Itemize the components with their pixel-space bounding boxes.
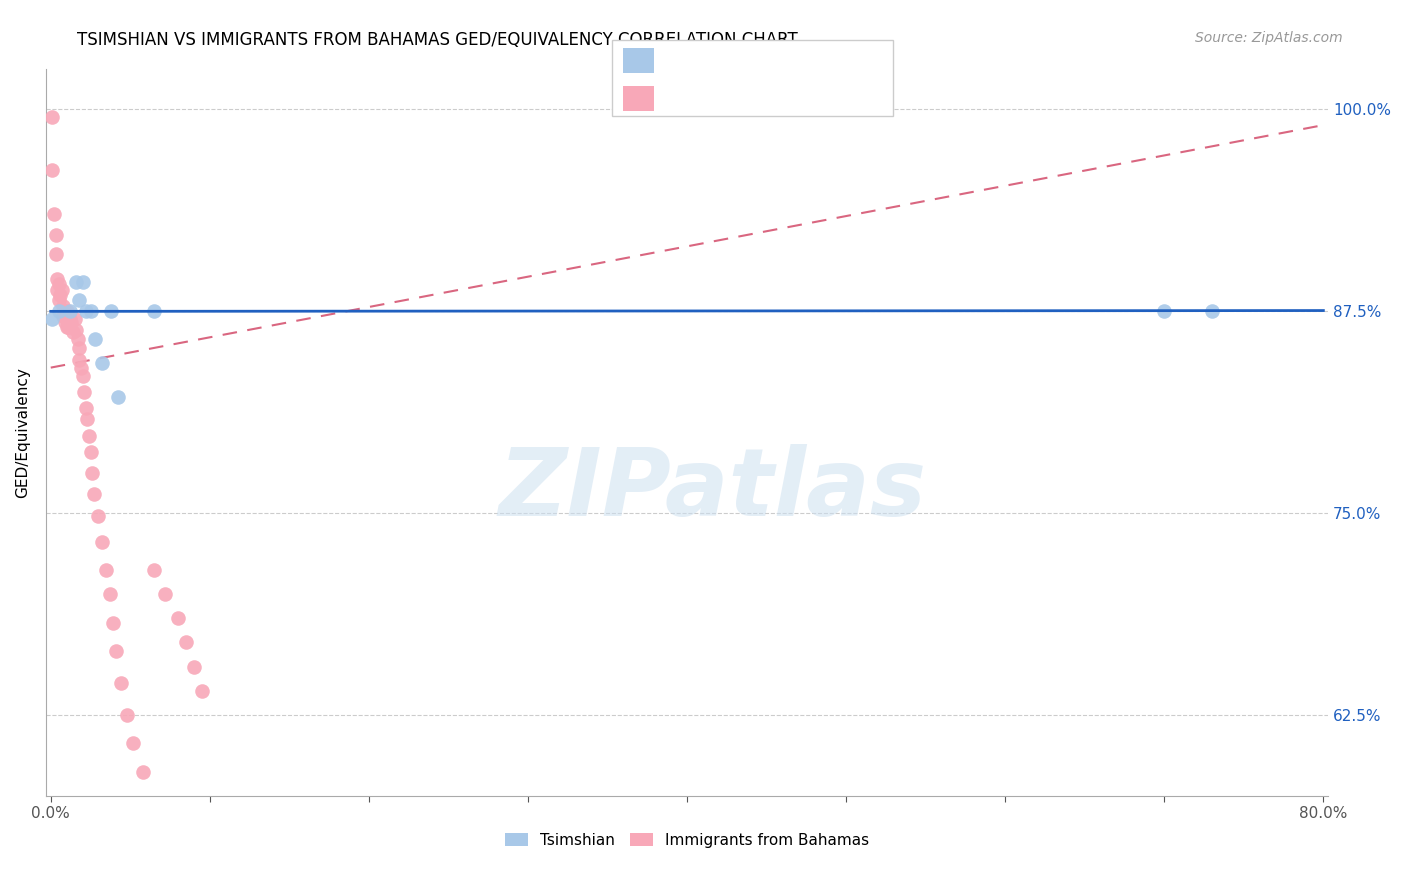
- Text: ZIPatlas: ZIPatlas: [499, 444, 927, 536]
- Text: TSIMSHIAN VS IMMIGRANTS FROM BAHAMAS GED/EQUIVALENCY CORRELATION CHART: TSIMSHIAN VS IMMIGRANTS FROM BAHAMAS GED…: [77, 31, 799, 49]
- Point: [115, 708, 138, 723]
- Point: [41, 163, 63, 178]
- Point: [60, 315, 83, 329]
- Point: [75, 401, 97, 415]
- Point: [82, 466, 104, 480]
- Point: [44, 228, 66, 243]
- Point: [87, 509, 110, 524]
- Point: [84, 332, 107, 346]
- Point: [42, 207, 65, 221]
- Point: [90, 535, 112, 549]
- Point: [65, 275, 87, 289]
- Point: [46, 283, 69, 297]
- Point: [52, 299, 75, 313]
- Point: [59, 304, 82, 318]
- Legend: Tsimshian, Immigrants from Bahamas: Tsimshian, Immigrants from Bahamas: [499, 827, 876, 854]
- Point: [41, 312, 63, 326]
- Point: [72, 368, 94, 383]
- Point: [191, 684, 214, 698]
- Point: [104, 643, 127, 657]
- Point: [167, 611, 190, 625]
- Point: [70, 360, 93, 375]
- Point: [66, 332, 89, 346]
- Point: [96, 563, 118, 577]
- Point: [1201, 304, 1223, 318]
- Point: [101, 616, 124, 631]
- Point: [107, 390, 129, 404]
- Point: [1153, 304, 1175, 318]
- Text: R = 0.003   N = 15: R = 0.003 N = 15: [665, 51, 835, 70]
- Point: [67, 293, 90, 307]
- Text: R = 0.086   N = 54: R = 0.086 N = 54: [665, 89, 835, 107]
- Point: [44, 247, 66, 261]
- Point: [52, 309, 75, 323]
- Point: [90, 356, 112, 370]
- Point: [63, 312, 86, 326]
- Point: [55, 312, 77, 326]
- Point: [143, 563, 166, 577]
- Point: [174, 635, 197, 649]
- Point: [53, 315, 76, 329]
- Point: [58, 320, 80, 334]
- Point: [58, 309, 80, 323]
- Point: [62, 325, 84, 339]
- Point: [48, 304, 70, 318]
- Point: [55, 320, 77, 334]
- Point: [143, 304, 166, 318]
- Point: [41, 110, 63, 124]
- Point: [83, 487, 105, 501]
- Point: [100, 304, 122, 318]
- Point: [79, 444, 101, 458]
- Point: [122, 736, 145, 750]
- Point: [79, 304, 101, 318]
- Point: [65, 323, 87, 337]
- Point: [76, 412, 98, 426]
- Point: [53, 309, 76, 323]
- Point: [48, 277, 70, 291]
- Point: [77, 428, 100, 442]
- Point: [72, 275, 94, 289]
- Point: [73, 384, 96, 399]
- Point: [98, 587, 121, 601]
- Point: [53, 304, 76, 318]
- Point: [155, 587, 177, 601]
- Point: [55, 304, 77, 318]
- Point: [67, 341, 90, 355]
- Point: [75, 304, 97, 318]
- Point: [51, 283, 73, 297]
- Y-axis label: GED/Equivalency: GED/Equivalency: [15, 367, 30, 498]
- Point: [67, 352, 90, 367]
- Text: Source: ZipAtlas.com: Source: ZipAtlas.com: [1195, 31, 1343, 45]
- Point: [59, 312, 82, 326]
- Point: [132, 764, 155, 779]
- Point: [46, 271, 69, 285]
- Point: [49, 288, 72, 302]
- Point: [48, 293, 70, 307]
- Point: [183, 659, 205, 673]
- Point: [110, 676, 132, 690]
